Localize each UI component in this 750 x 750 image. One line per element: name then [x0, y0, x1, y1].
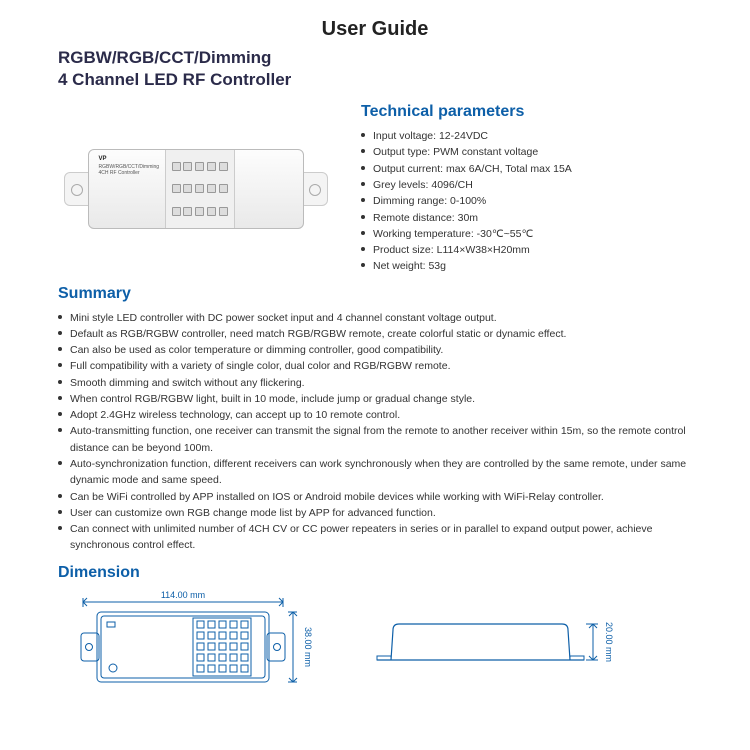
- tech-heading: Technical parameters: [361, 103, 705, 121]
- svg-text:20.00 mm: 20.00 mm: [604, 622, 614, 662]
- summary-item: User can customize own RGB change mode l…: [58, 505, 705, 521]
- svg-text:114.00 mm: 114.00 mm: [161, 590, 205, 600]
- summary-item: Adopt 2.4GHz wireless technology, can ac…: [58, 407, 705, 423]
- device-body-label: VP RGBW/RGB/CCT/Dimming 4CH RF Controlle…: [99, 156, 160, 177]
- device-image: VP RGBW/RGB/CCT/Dimming 4CH RF Controlle…: [58, 103, 333, 274]
- summary-heading: Summary: [58, 285, 705, 303]
- summary-item: Smooth dimming and switch without any fl…: [58, 375, 705, 391]
- dimension-section: Dimension 114.00 mm 38.00 mm 20.00 mm: [58, 564, 705, 695]
- summary-list: Mini style LED controller with DC power …: [58, 310, 705, 554]
- summary-item: When control RGB/RGBW light, built in 10…: [58, 391, 705, 407]
- dimension-top-view: 114.00 mm 38.00 mm: [58, 590, 338, 695]
- tech-item: Net weight: 53g: [361, 258, 705, 274]
- svg-text:38.00 mm: 38.00 mm: [303, 627, 313, 667]
- tech-item: Output current: max 6A/CH, Total max 15A: [361, 161, 705, 177]
- tech-item: Grey levels: 4096/CH: [361, 177, 705, 193]
- tech-item: Dimming range: 0-100%: [361, 193, 705, 209]
- summary-item: Full compatibility with a variety of sin…: [58, 358, 705, 374]
- tech-list: Input voltage: 12-24VDCOutput type: PWM …: [361, 128, 705, 274]
- subtitle-line1: RGBW/RGB/CCT/Dimming: [58, 48, 271, 67]
- summary-section: Summary Mini style LED controller with D…: [58, 285, 705, 554]
- dimension-heading: Dimension: [58, 564, 705, 582]
- product-subtitle: RGBW/RGB/CCT/Dimming 4 Channel LED RF Co…: [58, 47, 705, 91]
- tech-item: Product size: L114×W38×H20mm: [361, 242, 705, 258]
- summary-item: Can connect with unlimited number of 4CH…: [58, 521, 705, 554]
- summary-item: Default as RGB/RGBW controller, need mat…: [58, 326, 705, 342]
- tech-item: Output type: PWM constant voltage: [361, 144, 705, 160]
- summary-item: Auto-synchronization function, different…: [58, 456, 705, 489]
- tech-item: Input voltage: 12-24VDC: [361, 128, 705, 144]
- tech-item: Working temperature: -30℃~55℃: [361, 226, 705, 242]
- summary-item: Can also be used as color temperature or…: [58, 342, 705, 358]
- subtitle-line2: 4 Channel LED RF Controller: [58, 70, 291, 89]
- device-body: VP RGBW/RGB/CCT/Dimming 4CH RF Controlle…: [88, 149, 304, 229]
- technical-parameters: Technical parameters Input voltage: 12-2…: [361, 103, 705, 274]
- device-terminal-block: [165, 150, 235, 228]
- dimension-side-view: 20.00 mm: [368, 590, 618, 680]
- page-title: User Guide: [45, 18, 705, 41]
- summary-item: Can be WiFi controlled by APP installed …: [58, 489, 705, 505]
- summary-item: Mini style LED controller with DC power …: [58, 310, 705, 326]
- top-row: VP RGBW/RGB/CCT/Dimming 4CH RF Controlle…: [58, 103, 705, 274]
- summary-item: Auto-transmitting function, one receiver…: [58, 423, 705, 456]
- tech-item: Remote distance: 30m: [361, 210, 705, 226]
